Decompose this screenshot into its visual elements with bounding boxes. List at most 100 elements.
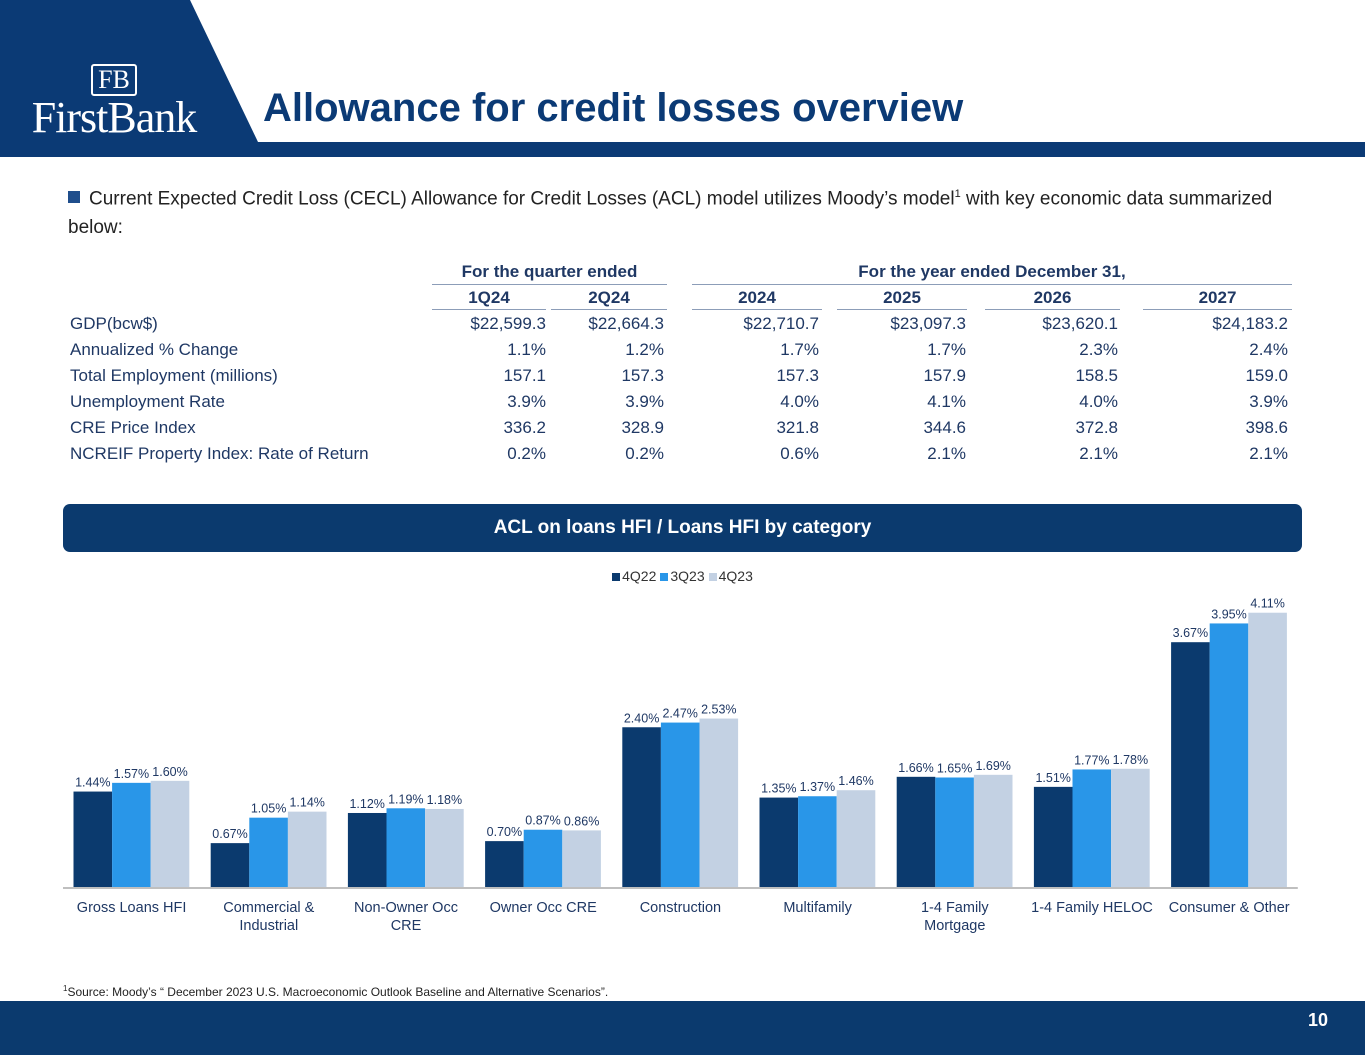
table-column-header: 2Q24 — [588, 288, 630, 307]
bullet-text-after: with key economic data summarized below: — [68, 188, 1273, 239]
data-label: 1.78% — [1113, 753, 1148, 767]
table-cell: $22,664.3 — [588, 314, 664, 333]
data-label: 1.18% — [427, 793, 462, 807]
table-cell: 2.1% — [1249, 444, 1288, 463]
table-cell: 3.9% — [625, 392, 664, 411]
table-cell: 0.2% — [625, 444, 664, 463]
footnote-marker: 1 — [63, 984, 68, 993]
data-label: 0.70% — [487, 825, 522, 839]
bar — [1033, 786, 1073, 888]
table-cell: 157.3 — [621, 366, 664, 385]
bar — [73, 791, 113, 888]
table-cell: 2.1% — [1079, 444, 1118, 463]
logo-text: FirstBank — [31, 93, 198, 142]
category-label: 1-4 Family HELOC — [1031, 900, 1153, 916]
table-cell: 3.9% — [507, 392, 546, 411]
header-band — [0, 0, 1365, 157]
logo-monogram: FB — [91, 64, 137, 96]
data-label: 1.14% — [289, 796, 324, 810]
legend-label: 3Q23 — [670, 568, 705, 584]
bar — [1072, 769, 1112, 888]
chart-legend: 4Q22 3Q23 4Q23 — [0, 568, 1365, 584]
bullet-square-icon — [68, 191, 80, 204]
chart-banner: ACL on loans HFI / Loans HFI by category — [63, 504, 1302, 552]
table-cell: 157.3 — [776, 366, 819, 385]
table-cell: 0.6% — [780, 444, 819, 463]
data-label: 0.86% — [564, 814, 599, 828]
table-cell: 2.1% — [927, 444, 966, 463]
bar — [699, 718, 739, 888]
table-column-header: 2024 — [738, 288, 776, 307]
category-label: Gross Loans HFI — [77, 900, 187, 916]
table-divider — [432, 309, 546, 310]
table-cell: $24,183.2 — [1212, 314, 1288, 333]
data-label: 1.19% — [388, 792, 423, 806]
category-label: 1-4 Family Mortgage — [921, 900, 989, 934]
table-cell: 321.8 — [776, 418, 819, 437]
bar — [1209, 623, 1249, 888]
table-cell: 4.1% — [927, 392, 966, 411]
table-cell: 157.9 — [923, 366, 966, 385]
bar — [836, 790, 876, 888]
table-cell: 0.2% — [507, 444, 546, 463]
data-label: 4.11% — [1250, 597, 1285, 611]
bar — [1111, 768, 1150, 888]
bar — [1171, 642, 1210, 888]
table-cell: $22,710.7 — [743, 314, 819, 333]
data-label: 3.95% — [1211, 607, 1246, 621]
bar — [759, 797, 799, 888]
bar — [249, 817, 288, 888]
table-cell: 2.3% — [1079, 340, 1118, 359]
table-cell: 344.6 — [923, 418, 966, 437]
table-cell: 328.9 — [621, 418, 664, 437]
table-cell: $22,599.3 — [470, 314, 546, 333]
data-label: 1.65% — [937, 761, 972, 775]
data-label: 2.53% — [701, 703, 736, 717]
table-cell: 4.0% — [780, 392, 819, 411]
bar — [562, 830, 601, 888]
table-cell: 159.0 — [1245, 366, 1288, 385]
table-row-label: CRE Price Index — [70, 418, 196, 437]
page-title: Allowance for credit losses overview — [263, 86, 964, 130]
bullet-point: Current Expected Credit Loss (CECL) Allo… — [68, 180, 1308, 242]
bar — [1248, 612, 1287, 888]
category-label: Owner Occ CRE — [490, 900, 597, 916]
footer-bar — [0, 1001, 1365, 1055]
legend-swatch — [660, 573, 669, 581]
table-cell: 1.7% — [780, 340, 819, 359]
data-label: 1.44% — [75, 776, 110, 790]
bar — [485, 841, 524, 888]
data-label: 1.37% — [800, 780, 835, 794]
data-label: 2.40% — [624, 711, 659, 725]
table-row-label: Annualized % Change — [70, 340, 239, 359]
bar — [150, 780, 190, 888]
bar — [973, 774, 1013, 888]
data-label: 1.60% — [152, 765, 187, 779]
table-cell: $23,097.3 — [890, 314, 966, 333]
table-divider — [985, 309, 1120, 310]
page-number: 10 — [1307, 1010, 1328, 1030]
table-divider — [692, 309, 822, 310]
table-divider — [1143, 309, 1292, 310]
table-divider — [692, 284, 1292, 285]
data-label: 1.12% — [349, 797, 384, 811]
legend-swatch — [612, 573, 621, 581]
bar-chart: 1.44% 1.57% 1.60% Gross Loans HFI 0.67% 1.05%… — [63, 597, 1298, 934]
data-label: 1.51% — [1035, 771, 1070, 785]
bar — [210, 843, 250, 888]
table-row-label: Total Employment (millions) — [70, 366, 278, 385]
table-row-label: Unemployment Rate — [70, 392, 225, 411]
table-group-year: For the year ended December 31, — [858, 262, 1126, 281]
legend-item: 4Q23 — [708, 568, 753, 584]
bar — [112, 782, 151, 888]
table-divider — [551, 309, 667, 310]
firstbank-logo: FB FirstBank — [14, 64, 214, 140]
legend-item: 3Q23 — [660, 568, 705, 584]
table-cell: 157.1 — [503, 366, 546, 385]
table-cell: 398.6 — [1245, 418, 1288, 437]
category-label: Non-Owner Occ CRE — [354, 900, 458, 934]
bar — [798, 796, 837, 888]
data-label: 3.67% — [1173, 626, 1208, 640]
table-column-header: 2025 — [883, 288, 921, 307]
footnote-ref: 1 — [954, 188, 961, 200]
